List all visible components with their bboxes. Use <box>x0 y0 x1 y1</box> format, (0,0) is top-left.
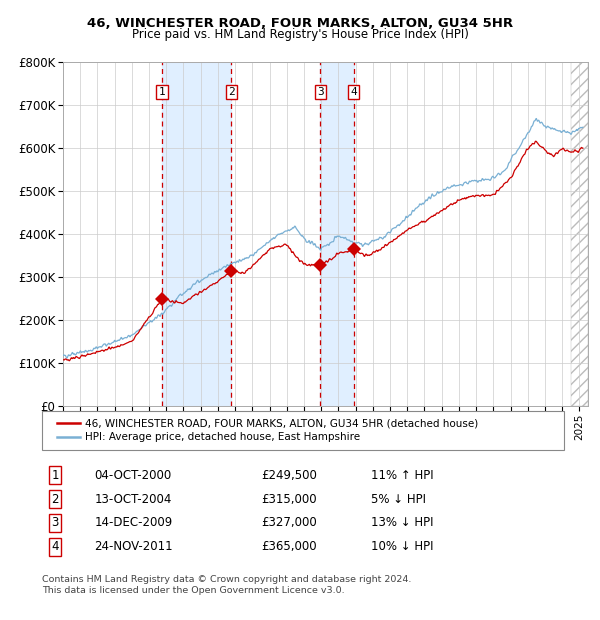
Bar <box>162 62 232 406</box>
Bar <box>320 62 354 406</box>
Text: 2: 2 <box>52 493 59 505</box>
Text: £327,000: £327,000 <box>261 516 317 529</box>
Text: 2: 2 <box>228 87 235 97</box>
Text: 3: 3 <box>52 516 59 529</box>
Text: 24-NOV-2011: 24-NOV-2011 <box>94 541 173 553</box>
Text: 11% ↑ HPI: 11% ↑ HPI <box>371 469 433 482</box>
Text: Price paid vs. HM Land Registry's House Price Index (HPI): Price paid vs. HM Land Registry's House … <box>131 29 469 41</box>
Text: £249,500: £249,500 <box>261 469 317 482</box>
Text: 1: 1 <box>52 469 59 482</box>
Text: 13% ↓ HPI: 13% ↓ HPI <box>371 516 433 529</box>
Text: 4: 4 <box>350 87 357 97</box>
Text: 4: 4 <box>52 541 59 553</box>
Text: 13-OCT-2004: 13-OCT-2004 <box>94 493 172 505</box>
Text: 1: 1 <box>158 87 166 97</box>
Bar <box>571 62 588 406</box>
Legend: 46, WINCHESTER ROAD, FOUR MARKS, ALTON, GU34 5HR (detached house), HPI: Average : 46, WINCHESTER ROAD, FOUR MARKS, ALTON, … <box>52 414 482 446</box>
FancyBboxPatch shape <box>42 411 564 449</box>
Text: 5% ↓ HPI: 5% ↓ HPI <box>371 493 426 505</box>
Text: 3: 3 <box>317 87 324 97</box>
Text: £315,000: £315,000 <box>261 493 317 505</box>
Text: Contains HM Land Registry data © Crown copyright and database right 2024.
This d: Contains HM Land Registry data © Crown c… <box>42 575 412 595</box>
Text: £365,000: £365,000 <box>261 541 317 553</box>
Text: 14-DEC-2009: 14-DEC-2009 <box>94 516 172 529</box>
Text: 04-OCT-2000: 04-OCT-2000 <box>94 469 172 482</box>
Text: 46, WINCHESTER ROAD, FOUR MARKS, ALTON, GU34 5HR: 46, WINCHESTER ROAD, FOUR MARKS, ALTON, … <box>87 17 513 30</box>
Text: 10% ↓ HPI: 10% ↓ HPI <box>371 541 433 553</box>
